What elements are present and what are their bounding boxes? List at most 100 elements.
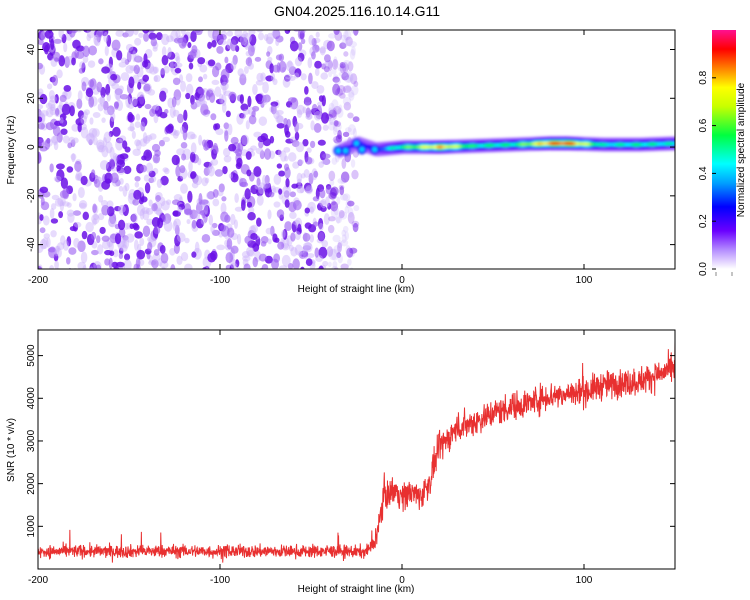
noise-blob [243,65,249,74]
snr-y-axis-title: SNR (10 * v/v) [6,418,17,482]
ridge-segment [532,142,536,146]
noise-blob [350,30,356,34]
noise-blob [60,235,66,246]
noise-blob [241,199,246,211]
noise-blob [188,160,193,173]
noise-blob [186,218,191,225]
noise-blob [150,270,156,276]
noise-blob [334,30,343,42]
spectrogram-x-ticks: -200 -100 0 100 [28,30,593,286]
noise-blob [82,265,87,269]
noise-blob [104,172,113,184]
noise-blob [318,200,326,206]
noise-blob [105,83,111,96]
ridge-segment [534,142,539,146]
noise-blob [266,32,275,45]
noise-blob [328,170,336,182]
noise-blob [155,194,161,202]
noise-blob [225,252,234,264]
noise-blob [72,210,82,216]
noise-blob [168,61,178,69]
noise-blob [194,241,200,254]
noise-blob [153,249,160,256]
noise-blob [173,62,183,68]
noise-blob [262,174,267,186]
noise-blob [109,146,115,159]
noise-blob [338,209,345,219]
noise-blob [320,198,327,209]
noise-blob [322,260,329,267]
noise-blob [239,181,249,188]
noise-blob [250,224,258,234]
noise-blob [88,79,95,88]
noise-blob [38,264,43,269]
noise-blob [230,213,236,226]
noise-blob [304,207,311,214]
ridge-segment [543,142,547,146]
noise-blob [80,114,87,125]
noise-blob [49,207,55,219]
noise-blob [83,111,88,120]
noise-blob [334,78,341,85]
noise-blob [344,205,349,214]
noise-blob [328,102,335,113]
noise-blob [114,233,122,245]
noise-blob [161,55,169,66]
noise-blob [303,169,310,178]
noise-blob [70,30,78,34]
ridge-segment [575,142,580,146]
noise-blob [196,218,204,229]
noise-blob [254,56,262,62]
ridge-segment [567,141,572,145]
noise-blob [76,30,82,33]
noise-blob [339,185,345,196]
noise-blob [312,196,320,202]
noise-blob [193,101,202,108]
noise-blob [333,120,339,127]
noise-blob [128,76,135,89]
snr-y-ticks: 1000 2000 3000 4000 5000 [26,344,675,537]
noise-blob [39,110,49,117]
noise-blob [201,234,211,243]
noise-blob [252,84,258,95]
noise-blob [134,37,142,46]
noise-blob [292,258,300,269]
snr-series-line [38,341,675,563]
noise-blob [289,211,297,220]
noise-blob [223,155,232,163]
noise-blob [290,232,296,242]
ridge-segment [480,144,484,148]
noise-blob [220,224,227,232]
ridge-segment [417,145,421,149]
ridge-segment [420,145,424,149]
noise-blob [233,219,238,229]
spectrogram-x-tick-label: -100 [210,275,230,286]
noise-blob [135,257,141,268]
noise-blob [328,121,336,131]
noise-blob [308,172,314,185]
noise-blob [277,241,285,250]
ridge-segment [605,143,610,147]
ridge-segment [526,142,531,146]
noise-blob [249,34,257,46]
noise-blob [56,169,65,181]
noise-blob [273,110,280,120]
noise-blob [230,245,239,254]
noise-blob [180,183,188,194]
noise-blob [175,96,181,106]
noise-blob [115,90,121,102]
noise-blob [172,210,179,217]
noise-blob [229,264,234,269]
ridge-segment [633,143,637,147]
noise-blob [52,125,61,137]
ridge-segment [474,144,479,148]
noise-blob [236,233,242,245]
noise-blob [245,151,252,160]
noise-blob [122,204,129,217]
noise-blob [341,39,349,48]
noise-blob [119,93,129,100]
noise-blob [39,93,48,105]
ridge-segment [499,143,503,147]
noise-blob [70,153,77,161]
